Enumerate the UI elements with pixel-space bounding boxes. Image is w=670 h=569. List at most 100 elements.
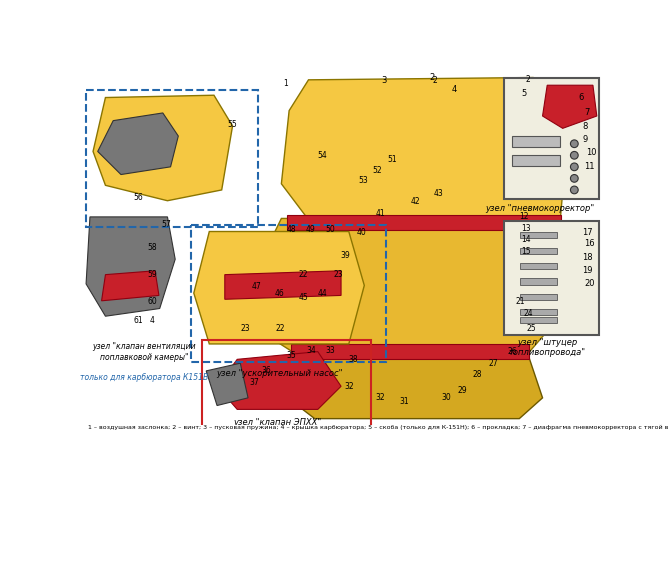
Text: узел "клапан вентиляции
поплавковой камеры": узел "клапан вентиляции поплавковой каме… (92, 343, 196, 362)
Text: 22: 22 (298, 270, 308, 279)
Text: 24: 24 (523, 308, 533, 318)
Text: 2: 2 (430, 73, 435, 82)
Text: 46: 46 (275, 290, 285, 298)
Text: 50: 50 (326, 225, 335, 234)
Text: только для карбюратора К151В: только для карбюратора К151В (80, 373, 208, 382)
Bar (191, 225, 386, 362)
Text: 52: 52 (372, 166, 381, 175)
Text: узел "ускорительный насос": узел "ускорительный насос" (216, 369, 343, 378)
Text: 31: 31 (399, 397, 409, 406)
Circle shape (570, 140, 578, 147)
Text: 33: 33 (326, 345, 335, 354)
Text: 37: 37 (249, 378, 259, 387)
Text: 54: 54 (318, 151, 328, 160)
Bar (520, 232, 557, 238)
Text: 3: 3 (382, 76, 387, 85)
Text: 4: 4 (452, 85, 457, 94)
Text: 14: 14 (521, 236, 531, 245)
Text: 58: 58 (147, 243, 157, 252)
Circle shape (570, 163, 578, 171)
Circle shape (570, 186, 578, 194)
Text: 57: 57 (161, 220, 171, 229)
Text: 26: 26 (507, 347, 517, 356)
Text: 21: 21 (515, 297, 525, 306)
Text: 60: 60 (147, 297, 157, 306)
Bar (520, 248, 557, 254)
Polygon shape (102, 271, 159, 301)
Text: 20: 20 (584, 279, 595, 288)
Circle shape (570, 175, 578, 182)
Bar (520, 294, 557, 300)
Polygon shape (268, 218, 568, 367)
Text: 10: 10 (586, 149, 596, 158)
Bar (504, 77, 599, 199)
Bar (202, 340, 371, 427)
Bar (520, 310, 557, 315)
Text: 2: 2 (525, 75, 530, 84)
Text: 51: 51 (387, 155, 397, 164)
Text: 42: 42 (411, 197, 420, 206)
Circle shape (570, 151, 578, 159)
Text: 7: 7 (584, 108, 590, 117)
Text: 36: 36 (262, 366, 271, 376)
Text: 6: 6 (578, 93, 584, 102)
Text: 34: 34 (306, 345, 316, 354)
Text: 5: 5 (521, 89, 527, 98)
Text: 38: 38 (348, 355, 358, 364)
Text: 23: 23 (240, 324, 250, 333)
Polygon shape (287, 352, 543, 419)
Polygon shape (291, 344, 529, 360)
Polygon shape (287, 215, 561, 230)
Bar (520, 263, 557, 269)
Bar (504, 221, 599, 335)
Bar (513, 136, 560, 147)
Text: 12: 12 (519, 212, 529, 221)
Text: 41: 41 (376, 209, 385, 217)
Text: 29: 29 (457, 386, 467, 395)
Text: 44: 44 (318, 290, 328, 298)
Polygon shape (98, 113, 178, 175)
Bar (513, 155, 560, 166)
Text: узел "штуцер
топливопровода": узел "штуцер топливопровода" (509, 338, 586, 357)
Bar (520, 317, 557, 323)
Text: 2: 2 (432, 76, 438, 85)
Text: 16: 16 (584, 240, 595, 248)
Text: 43: 43 (434, 189, 444, 198)
Polygon shape (86, 217, 175, 316)
Text: 13: 13 (521, 224, 531, 233)
Text: 35: 35 (287, 351, 296, 360)
Polygon shape (206, 363, 248, 406)
Text: 15: 15 (521, 247, 531, 256)
Text: 55: 55 (227, 120, 237, 129)
Text: 17: 17 (582, 228, 593, 237)
Text: 32: 32 (345, 382, 354, 391)
Text: 1: 1 (283, 79, 288, 88)
Bar (520, 278, 557, 284)
Text: 45: 45 (298, 293, 308, 302)
Text: 61: 61 (133, 316, 143, 325)
Text: 30: 30 (442, 393, 452, 402)
Text: 11: 11 (584, 162, 595, 171)
Polygon shape (543, 85, 597, 129)
Text: 28: 28 (473, 370, 482, 380)
Text: 23: 23 (333, 270, 343, 279)
Text: 19: 19 (582, 266, 592, 275)
Text: 25: 25 (527, 324, 537, 333)
Text: 8: 8 (582, 122, 588, 131)
Text: узел "клапан ЭПХХ": узел "клапан ЭПХХ" (233, 418, 322, 427)
Text: 1 – воздушная заслонка; 2 – винт; 3 – пусковая пружина; 4 – крышка карбюратора; : 1 – воздушная заслонка; 2 – винт; 3 – пу… (88, 425, 670, 430)
Polygon shape (281, 77, 568, 241)
Text: 47: 47 (252, 282, 261, 291)
Text: 32: 32 (376, 393, 385, 402)
Text: 49: 49 (306, 225, 316, 234)
Text: узел "пневмокорректор": узел "пневмокорректор" (485, 204, 594, 213)
Polygon shape (194, 232, 364, 344)
Text: 40: 40 (356, 228, 366, 237)
Polygon shape (217, 352, 341, 409)
Bar (86, 90, 258, 227)
Text: 18: 18 (582, 253, 593, 262)
Text: 59: 59 (147, 270, 157, 279)
Text: 22: 22 (275, 324, 285, 333)
Text: 48: 48 (287, 225, 296, 234)
Text: 39: 39 (341, 251, 350, 260)
